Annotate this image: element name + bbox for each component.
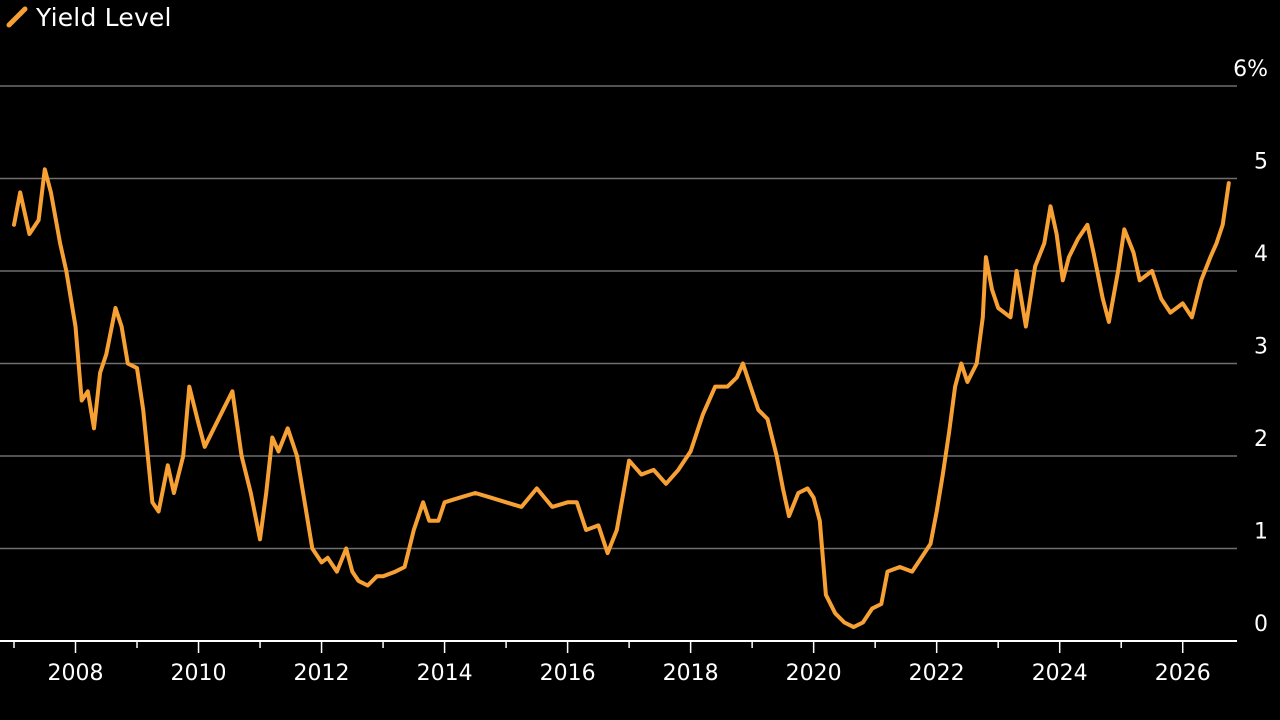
x-tick-label: 2016 [540, 661, 596, 686]
x-tick-label: 2008 [48, 661, 104, 686]
series-line-yield-level [12, 167, 1231, 630]
gridlines [0, 85, 1237, 550]
y-tick-label: 4 [1254, 242, 1268, 267]
x-tick-label: 2014 [417, 661, 473, 686]
x-tick-label: 2010 [171, 661, 227, 686]
x-axis [0, 640, 1237, 653]
y-axis: 0 1 2 3 4 5 6% [1233, 57, 1268, 637]
series-layer [12, 167, 1231, 630]
x-axis-labels: 2008 2010 2012 2014 2016 2018 2020 2022 2024 2026 [48, 661, 1211, 686]
legend-label: Yield Level [36, 2, 172, 32]
chart-legend: Yield Level [6, 2, 172, 32]
y-tick-label: 0 [1254, 612, 1268, 637]
x-tick-label: 2024 [1032, 661, 1088, 686]
y-tick-label: 2 [1254, 427, 1268, 452]
y-tick-label: 6% [1233, 57, 1268, 82]
x-tick-label: 2026 [1155, 661, 1211, 686]
x-tick-label: 2018 [663, 661, 719, 686]
y-tick-label: 3 [1254, 335, 1268, 360]
legend-line-icon [6, 6, 28, 28]
y-tick-label: 5 [1254, 150, 1268, 175]
x-tick-label: 2022 [909, 661, 965, 686]
y-tick-label: 1 [1254, 520, 1268, 545]
x-tick-label: 2012 [294, 661, 350, 686]
x-tick-label: 2020 [786, 661, 842, 686]
